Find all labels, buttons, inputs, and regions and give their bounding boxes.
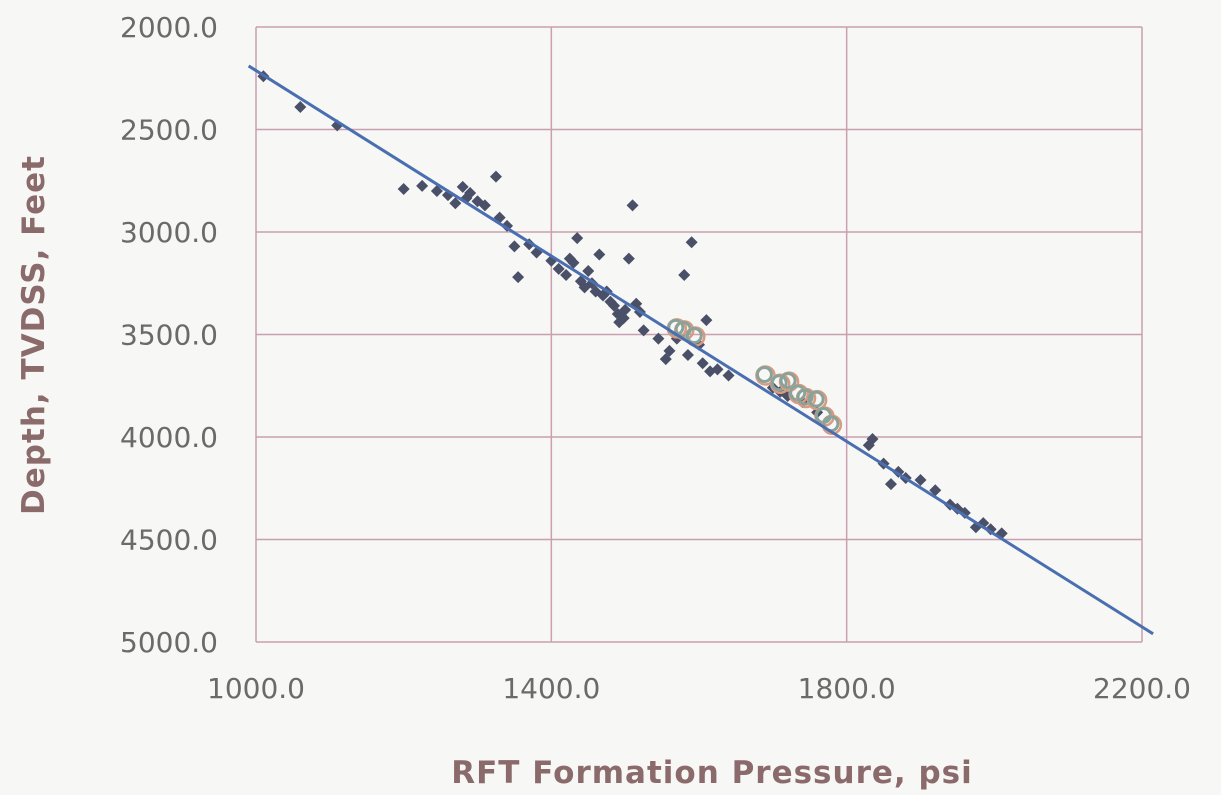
trend-line bbox=[247, 64, 1154, 636]
data-point bbox=[619, 303, 632, 316]
data-point bbox=[696, 357, 709, 370]
x-tick-label: 1400.0 bbox=[502, 672, 600, 705]
x-tick-label: 1000.0 bbox=[207, 672, 305, 705]
data-point bbox=[722, 369, 735, 382]
highlighted-points bbox=[666, 318, 843, 435]
y-tick-label: 2500.0 bbox=[120, 114, 218, 147]
data-point bbox=[582, 264, 595, 277]
data-point bbox=[552, 262, 565, 275]
data-points bbox=[257, 70, 1008, 540]
y-tick-label: 3500.0 bbox=[120, 319, 218, 352]
data-point bbox=[456, 180, 469, 193]
y-tick-label: 4000.0 bbox=[120, 421, 218, 454]
data-point bbox=[397, 182, 410, 195]
data-point bbox=[567, 256, 580, 269]
highlight-point-inner bbox=[770, 374, 788, 392]
data-point bbox=[700, 314, 713, 327]
x-tick-label: 1800.0 bbox=[798, 672, 896, 705]
data-point bbox=[571, 232, 584, 245]
data-point bbox=[449, 197, 462, 210]
y-tick-label: 3000.0 bbox=[120, 216, 218, 249]
data-point bbox=[464, 187, 477, 200]
data-point bbox=[626, 199, 639, 212]
y-tick-label: 5000.0 bbox=[120, 626, 218, 659]
highlight-point-inner bbox=[796, 388, 814, 406]
data-point bbox=[685, 236, 698, 249]
data-point bbox=[622, 252, 635, 265]
highlight-point-inner bbox=[779, 372, 797, 390]
data-point bbox=[914, 474, 927, 487]
data-point bbox=[560, 269, 573, 282]
y-axis: 2000.0 2500.0 3000.0 3500.0 4000.0 4500.0 5000… bbox=[120, 11, 218, 659]
data-point bbox=[929, 484, 942, 497]
data-point bbox=[678, 269, 691, 282]
data-point bbox=[294, 100, 307, 113]
y-axis-title: Depth, TVDSS, Feet bbox=[16, 155, 52, 515]
data-point bbox=[416, 179, 429, 192]
highlight-point-inner bbox=[685, 327, 703, 345]
x-axis-title: RFT Formation Pressure, psi bbox=[451, 755, 972, 791]
data-point bbox=[617, 312, 630, 325]
data-point bbox=[866, 433, 879, 446]
data-point bbox=[663, 344, 676, 357]
y-tick-label: 4500.0 bbox=[120, 524, 218, 557]
data-point bbox=[512, 271, 525, 284]
data-point bbox=[711, 363, 724, 376]
data-point bbox=[489, 170, 502, 183]
x-tick-label: 2200.0 bbox=[1093, 672, 1191, 705]
data-point bbox=[652, 332, 665, 345]
grid bbox=[255, 26, 1143, 643]
data-point bbox=[593, 248, 606, 261]
data-point bbox=[681, 349, 694, 361]
y-tick-label: 2000.0 bbox=[120, 11, 218, 44]
data-point bbox=[430, 185, 443, 197]
data-point bbox=[884, 478, 897, 491]
data-point bbox=[508, 240, 521, 253]
highlight-point-inner bbox=[807, 390, 825, 408]
x-axis: 1000.0 1400.0 1800.0 2200.0 bbox=[207, 672, 1191, 705]
data-point bbox=[478, 199, 491, 212]
highlight-point-inner bbox=[755, 366, 773, 383]
data-point bbox=[637, 324, 650, 337]
